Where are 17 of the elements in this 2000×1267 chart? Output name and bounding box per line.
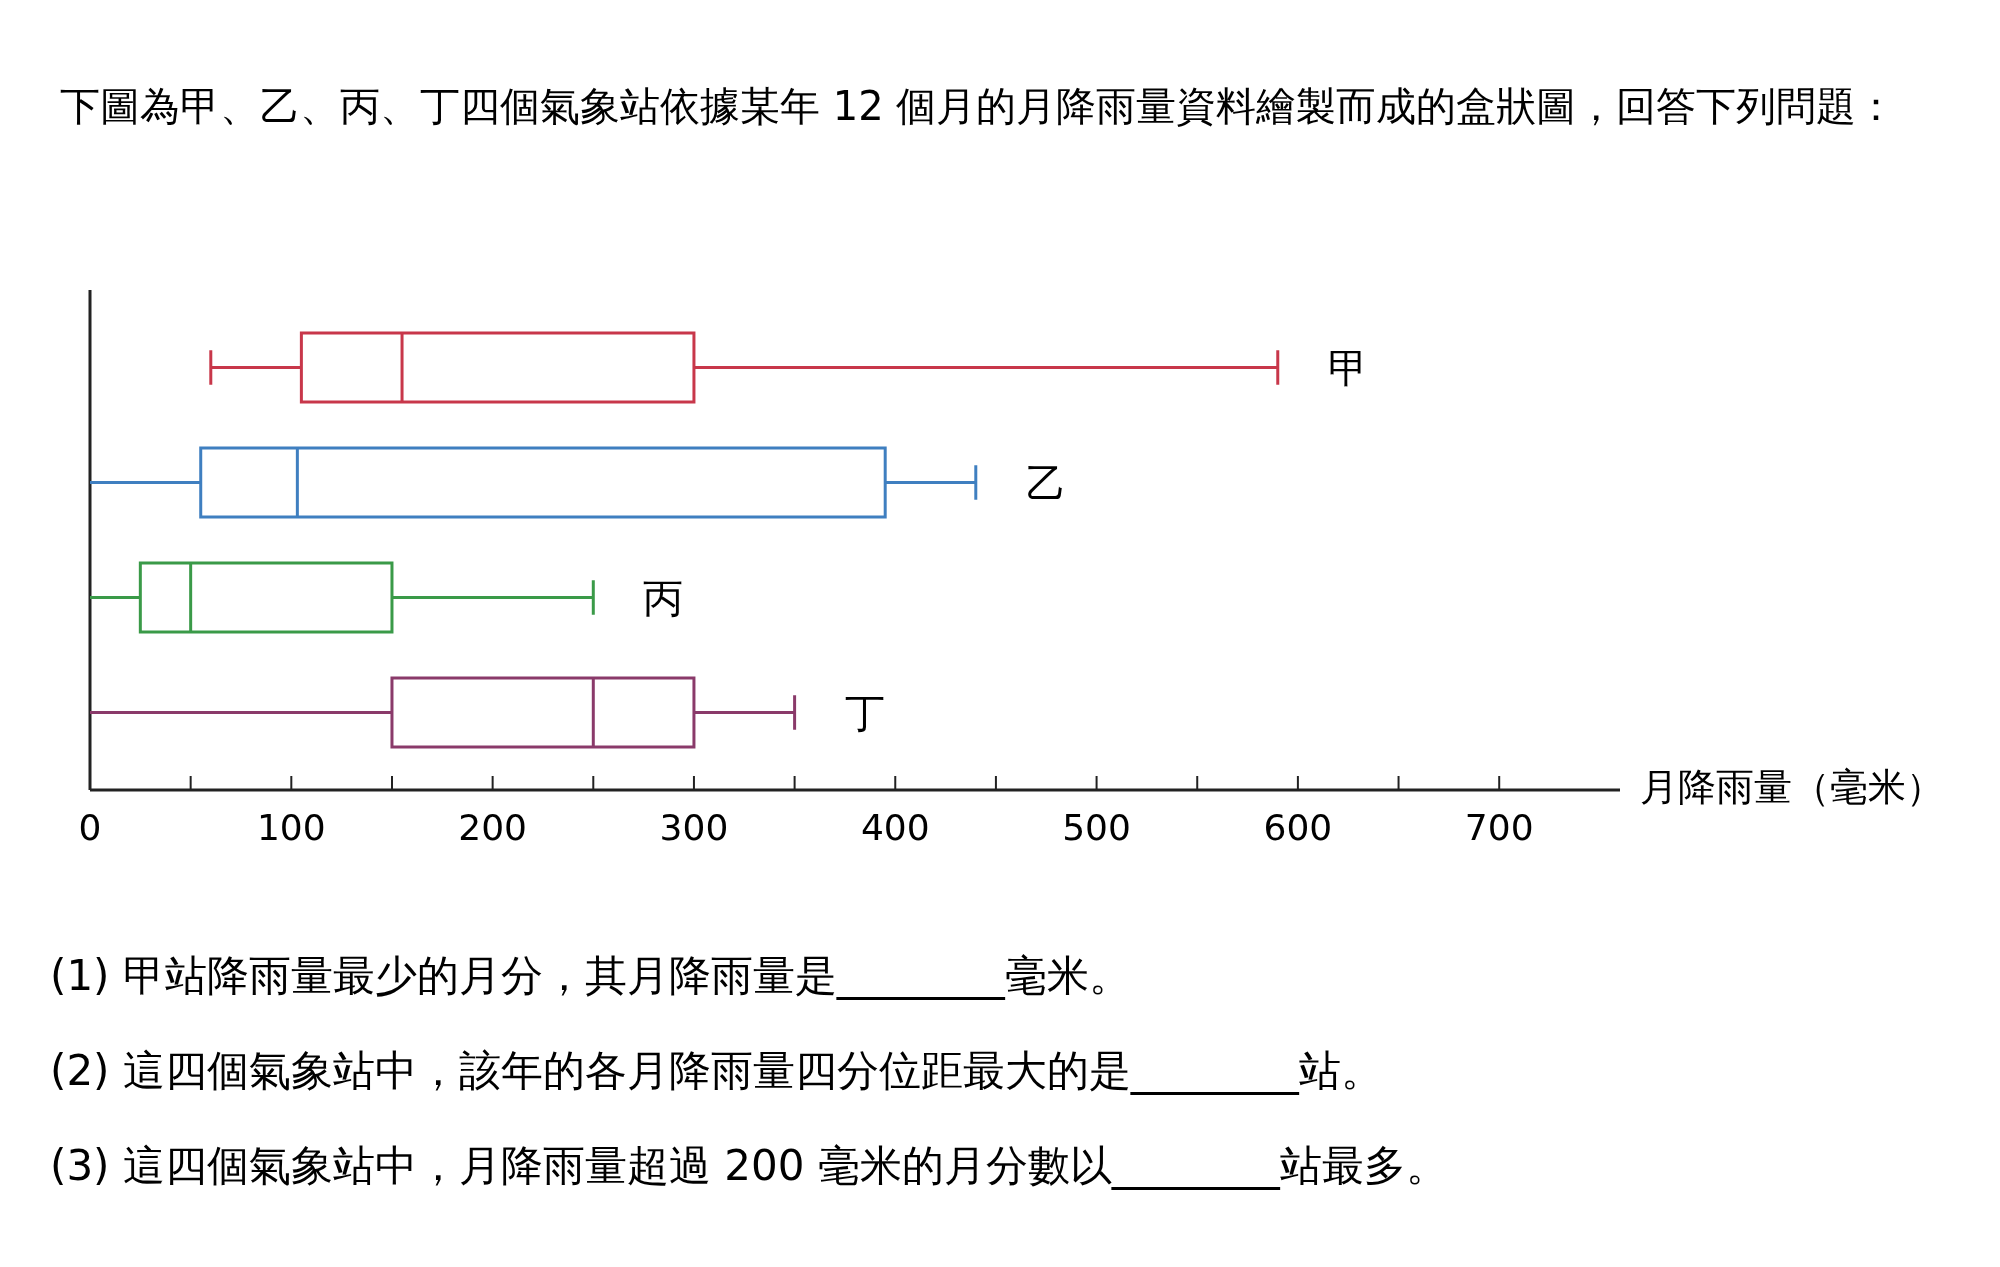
y-tick-label: 乙 — [1025, 459, 1066, 506]
x-axis-title: 月降雨量（毫米） — [1640, 765, 1944, 809]
x-tick-label: 400 — [860, 807, 930, 848]
x-tick-label: 700 — [1464, 807, 1534, 848]
x-tick-label: 0 — [78, 807, 102, 848]
x-tick-label: 600 — [1263, 807, 1333, 848]
x-tick-label: 200 — [458, 807, 527, 848]
y-tick-label: 丙 — [643, 574, 684, 621]
text: (3) 這四個氣象站中，月降雨量超過 200 毫米的月分數以________站最多。 — [50, 1141, 1448, 1190]
y-tick-label: 甲 — [1327, 344, 1368, 391]
chart-title: 下圖為甲、乙、丙、丁四個氣象站依據某年 12 個月的月降雨量資料繪製而成的盒狀圖，回答下列問題： — [60, 83, 1897, 129]
text: (1) 甲站降雨量最少的月分，其月降雨量是________毫米。 — [50, 951, 1131, 1000]
y-tick-label: 丁 — [844, 689, 885, 736]
x-tick-label: 100 — [256, 807, 326, 848]
x-tick-label: 500 — [1062, 807, 1131, 848]
text: (2) 這四個氣象站中，該年的各月降雨量四分位距最大的是________站。 — [50, 1046, 1383, 1095]
x-tick-label: 300 — [659, 807, 729, 848]
